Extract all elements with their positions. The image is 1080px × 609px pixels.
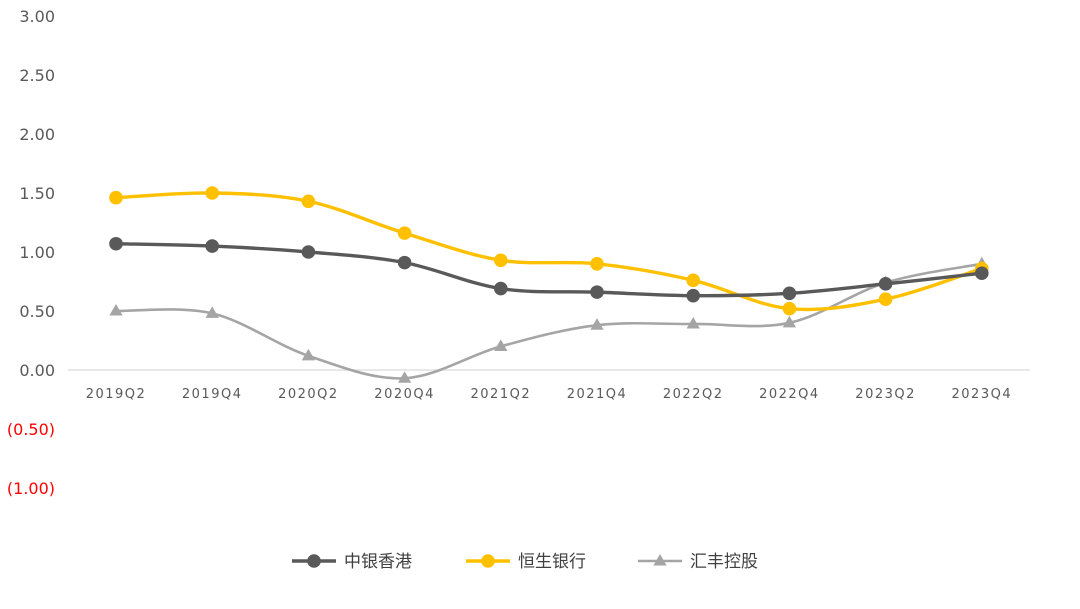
data-point-marker [782, 286, 797, 301]
data-point-marker [205, 239, 219, 253]
y-tick-label: 0.00 [19, 361, 55, 380]
y-tick-label: 1.50 [19, 184, 55, 203]
data-point-marker [301, 348, 316, 361]
x-tick-label: 2021Q4 [567, 387, 628, 402]
data-point-marker [494, 281, 508, 296]
legend: 中银香港 恒生银行 汇丰控股 [292, 552, 758, 572]
y-tick-label: 2.50 [19, 66, 55, 85]
legend-marker [653, 554, 667, 566]
data-point-marker [782, 301, 797, 316]
data-point-marker [878, 277, 893, 291]
plot-area [109, 186, 989, 383]
y-axis: 3.00 2.50 2.00 1.50 1.00 0.50 0.00 (0.50) (1.00) [7, 7, 55, 498]
data-point-marker [494, 339, 508, 351]
y-tick-label: (0.50) [7, 420, 55, 439]
y-tick-label: 1.00 [19, 243, 55, 262]
data-point-marker [590, 285, 604, 299]
x-tick-label: 2023Q4 [952, 387, 1013, 402]
data-point-marker [878, 292, 893, 307]
data-point-marker [397, 226, 412, 240]
data-point-marker [301, 194, 316, 209]
legend-label: 中银香港 [344, 552, 412, 572]
data-point-marker [686, 288, 700, 303]
legend-item: 汇丰控股 [638, 552, 758, 572]
data-point-marker [397, 371, 412, 383]
series-line [114, 242, 984, 298]
data-point-marker [109, 304, 123, 316]
data-point-marker [397, 255, 412, 270]
data-point-marker [205, 306, 219, 318]
data-point-marker [205, 186, 219, 200]
legend-label: 汇丰控股 [690, 552, 758, 572]
data-point-marker [782, 315, 797, 328]
legend-marker [307, 554, 321, 568]
y-tick-label: 0.50 [19, 302, 55, 321]
y-tick-label: 3.00 [19, 7, 55, 26]
x-tick-label: 2023Q2 [855, 387, 916, 402]
series-line [114, 262, 984, 380]
y-tick-label: (1.00) [7, 479, 55, 498]
x-tick-label: 2019Q4 [182, 387, 243, 402]
x-tick-label: 2022Q2 [663, 387, 724, 402]
x-axis: 2019Q2 2019Q4 2020Q2 2020Q4 2021Q2 2021Q4 2022… [68, 369, 1030, 402]
x-tick-label: 2020Q4 [374, 387, 435, 402]
data-point-marker [494, 253, 508, 268]
series-1 [109, 236, 989, 303]
data-point-marker [590, 257, 604, 271]
x-tick-label: 2019Q2 [86, 387, 147, 402]
data-point-marker [109, 236, 123, 251]
data-point-marker [590, 318, 604, 330]
data-point-marker [109, 190, 123, 205]
legend-item: 中银香港 [292, 552, 412, 572]
series-line [114, 191, 984, 312]
series-2 [109, 186, 989, 316]
x-tick-label: 2022Q4 [759, 387, 820, 402]
legend-item: 恒生银行 [466, 552, 586, 572]
legend-marker [481, 554, 495, 568]
data-point-marker [301, 245, 316, 259]
legend-label: 恒生银行 [518, 552, 586, 572]
x-tick-label: 2021Q2 [471, 387, 532, 402]
data-point-marker [686, 273, 700, 288]
x-tick-label: 2020Q2 [278, 387, 339, 402]
y-tick-label: 2.00 [19, 125, 55, 144]
data-point-marker [975, 266, 989, 281]
series-3 [109, 256, 989, 383]
data-point-marker [686, 316, 700, 329]
